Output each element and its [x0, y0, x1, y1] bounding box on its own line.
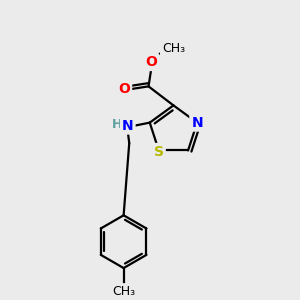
- Text: O: O: [118, 82, 130, 96]
- Text: CH₃: CH₃: [112, 285, 135, 298]
- Text: N: N: [122, 118, 134, 133]
- Text: CH₃: CH₃: [162, 42, 185, 55]
- Text: H: H: [112, 118, 123, 130]
- Text: N: N: [191, 116, 203, 130]
- Text: O: O: [146, 55, 158, 69]
- Text: S: S: [154, 145, 164, 159]
